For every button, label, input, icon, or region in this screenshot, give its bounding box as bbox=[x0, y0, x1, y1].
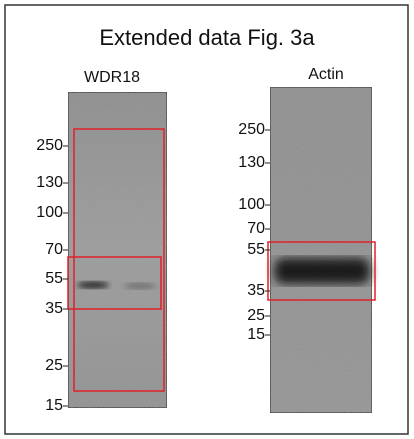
marker-label: 55 bbox=[45, 270, 63, 287]
marker-label: 250 bbox=[238, 121, 265, 138]
marker-label: 15 bbox=[247, 326, 265, 343]
band bbox=[77, 281, 109, 289]
marker-label: 100 bbox=[36, 204, 63, 221]
marker-label: 25 bbox=[247, 307, 265, 324]
marker-ladder: 250 130 100 70 55 35 25 15 bbox=[238, 121, 270, 343]
marker-ladder: 250 130 100 70 55 35 25 15 bbox=[36, 137, 68, 414]
marker-label: 130 bbox=[36, 174, 63, 191]
marker-label: 130 bbox=[238, 154, 265, 171]
marker-label: 35 bbox=[45, 300, 63, 317]
highlight-box bbox=[67, 256, 162, 310]
band bbox=[124, 283, 156, 289]
frame bbox=[4, 4, 409, 435]
title: Extended data Fig. 3a bbox=[99, 25, 315, 50]
marker-label: 70 bbox=[45, 241, 63, 258]
gel bbox=[269, 86, 373, 414]
gel bbox=[67, 91, 168, 409]
highlight-box bbox=[267, 241, 376, 301]
highlight-box bbox=[73, 128, 165, 392]
marker-label: 55 bbox=[247, 241, 265, 258]
marker-label: 25 bbox=[45, 357, 63, 374]
marker-label: 70 bbox=[247, 220, 265, 237]
panel-label: WDR18 bbox=[84, 69, 140, 86]
marker-label: 35 bbox=[247, 282, 265, 299]
band bbox=[274, 258, 370, 284]
panel-label: Actin bbox=[308, 66, 344, 83]
marker-label: 100 bbox=[238, 196, 265, 213]
marker-label: 15 bbox=[45, 397, 63, 414]
marker-label: 250 bbox=[36, 137, 63, 154]
